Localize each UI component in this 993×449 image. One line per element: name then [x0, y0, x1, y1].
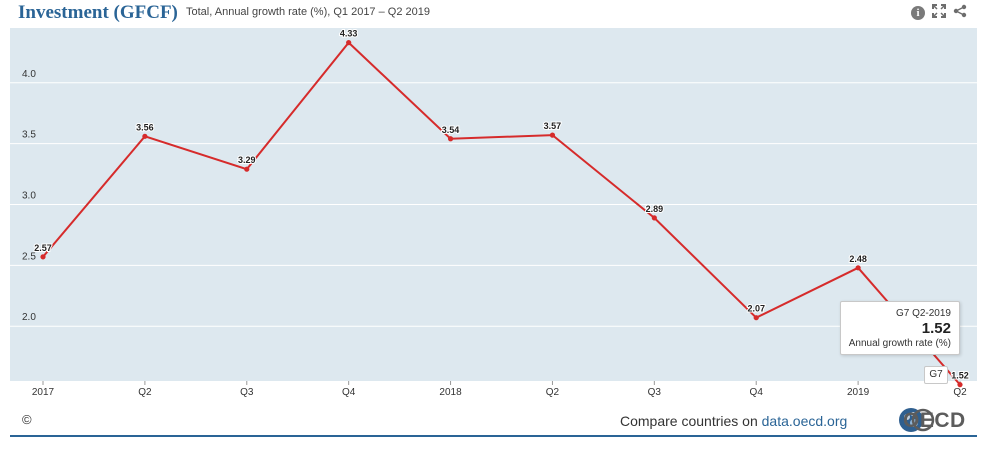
data-label: 2.07 — [747, 304, 765, 314]
oecd-globe-icon — [899, 408, 935, 432]
data-point[interactable] — [447, 136, 454, 142]
data-point[interactable] — [855, 265, 861, 271]
y-tick-label: 3.5 — [22, 130, 36, 141]
data-label: 1.52 — [951, 371, 969, 381]
data-label: 2.48 — [849, 254, 867, 264]
data-point[interactable] — [753, 315, 759, 321]
x-tick-label: Q2 — [138, 387, 152, 398]
data-oecd-link[interactable]: data.oecd.org — [761, 413, 848, 429]
y-tick-label: 3.0 — [22, 191, 36, 202]
data-label: 2.57 — [34, 243, 52, 253]
data-point[interactable] — [651, 215, 657, 221]
chart-title: Investment (GFCF) — [18, 2, 178, 23]
y-tick-label: 2.0 — [22, 312, 36, 323]
tooltip-title: G7 Q2-2019 — [895, 308, 951, 319]
tooltip-value: 1.52 — [921, 320, 951, 337]
x-tick-label: 2018 — [439, 387, 462, 398]
x-tick-label: Q3 — [240, 387, 254, 398]
oecd-logo-text: OECD — [903, 409, 966, 432]
data-label: 2.89 — [646, 204, 664, 214]
series-name-label: G7 — [924, 366, 948, 384]
data-label: 3.54 — [442, 125, 460, 135]
x-tick-label: Q4 — [342, 387, 356, 398]
line-chart: 2.0 2.5 3.0 3.5 4.0 2017 Q2 Q3 Q4 2018 Q2 Q3 Q4 2019… — [10, 28, 977, 398]
data-point[interactable] — [346, 40, 352, 46]
data-point[interactable] — [957, 382, 963, 388]
expand-icon[interactable] — [931, 4, 947, 20]
series-line-g7 — [42, 41, 961, 386]
data-point[interactable] — [40, 254, 46, 260]
x-tick-label: 2019 — [847, 387, 870, 398]
data-point[interactable] — [549, 132, 556, 138]
x-tick-label: Q4 — [750, 387, 764, 398]
footer-divider — [10, 435, 977, 437]
x-tick-label: Q2 — [953, 387, 967, 398]
data-point[interactable] — [244, 166, 250, 172]
chart-header: Investment (GFCF) Total, Annual growth r… — [0, 0, 993, 26]
chart-subtitle: Total, Annual growth rate (%), Q1 2017 –… — [186, 6, 430, 18]
compare-prefix: Compare countries on — [620, 413, 762, 429]
x-tick-label: Q2 — [546, 387, 560, 398]
info-icon[interactable]: i — [910, 4, 926, 20]
data-label: 3.57 — [544, 121, 562, 131]
tooltip-label: Annual growth rate (%) — [848, 338, 951, 349]
tooltip: G7 Q2-2019 1.52 Annual growth rate (%) — [840, 301, 960, 355]
compare-countries-text: Compare countries on data.oecd.org — [620, 413, 847, 429]
data-label: 3.29 — [238, 155, 256, 165]
data-label: 4.33 — [340, 29, 358, 39]
copyright-symbol: © — [22, 412, 32, 427]
y-tick-label: 4.0 — [22, 69, 36, 80]
x-tick-label: Q3 — [648, 387, 662, 398]
data-point[interactable] — [142, 133, 148, 139]
y-tick-label: 2.5 — [22, 251, 36, 262]
x-tick-label: 2017 — [32, 387, 55, 398]
share-icon[interactable] — [952, 4, 968, 20]
data-label: 3.56 — [136, 122, 154, 132]
